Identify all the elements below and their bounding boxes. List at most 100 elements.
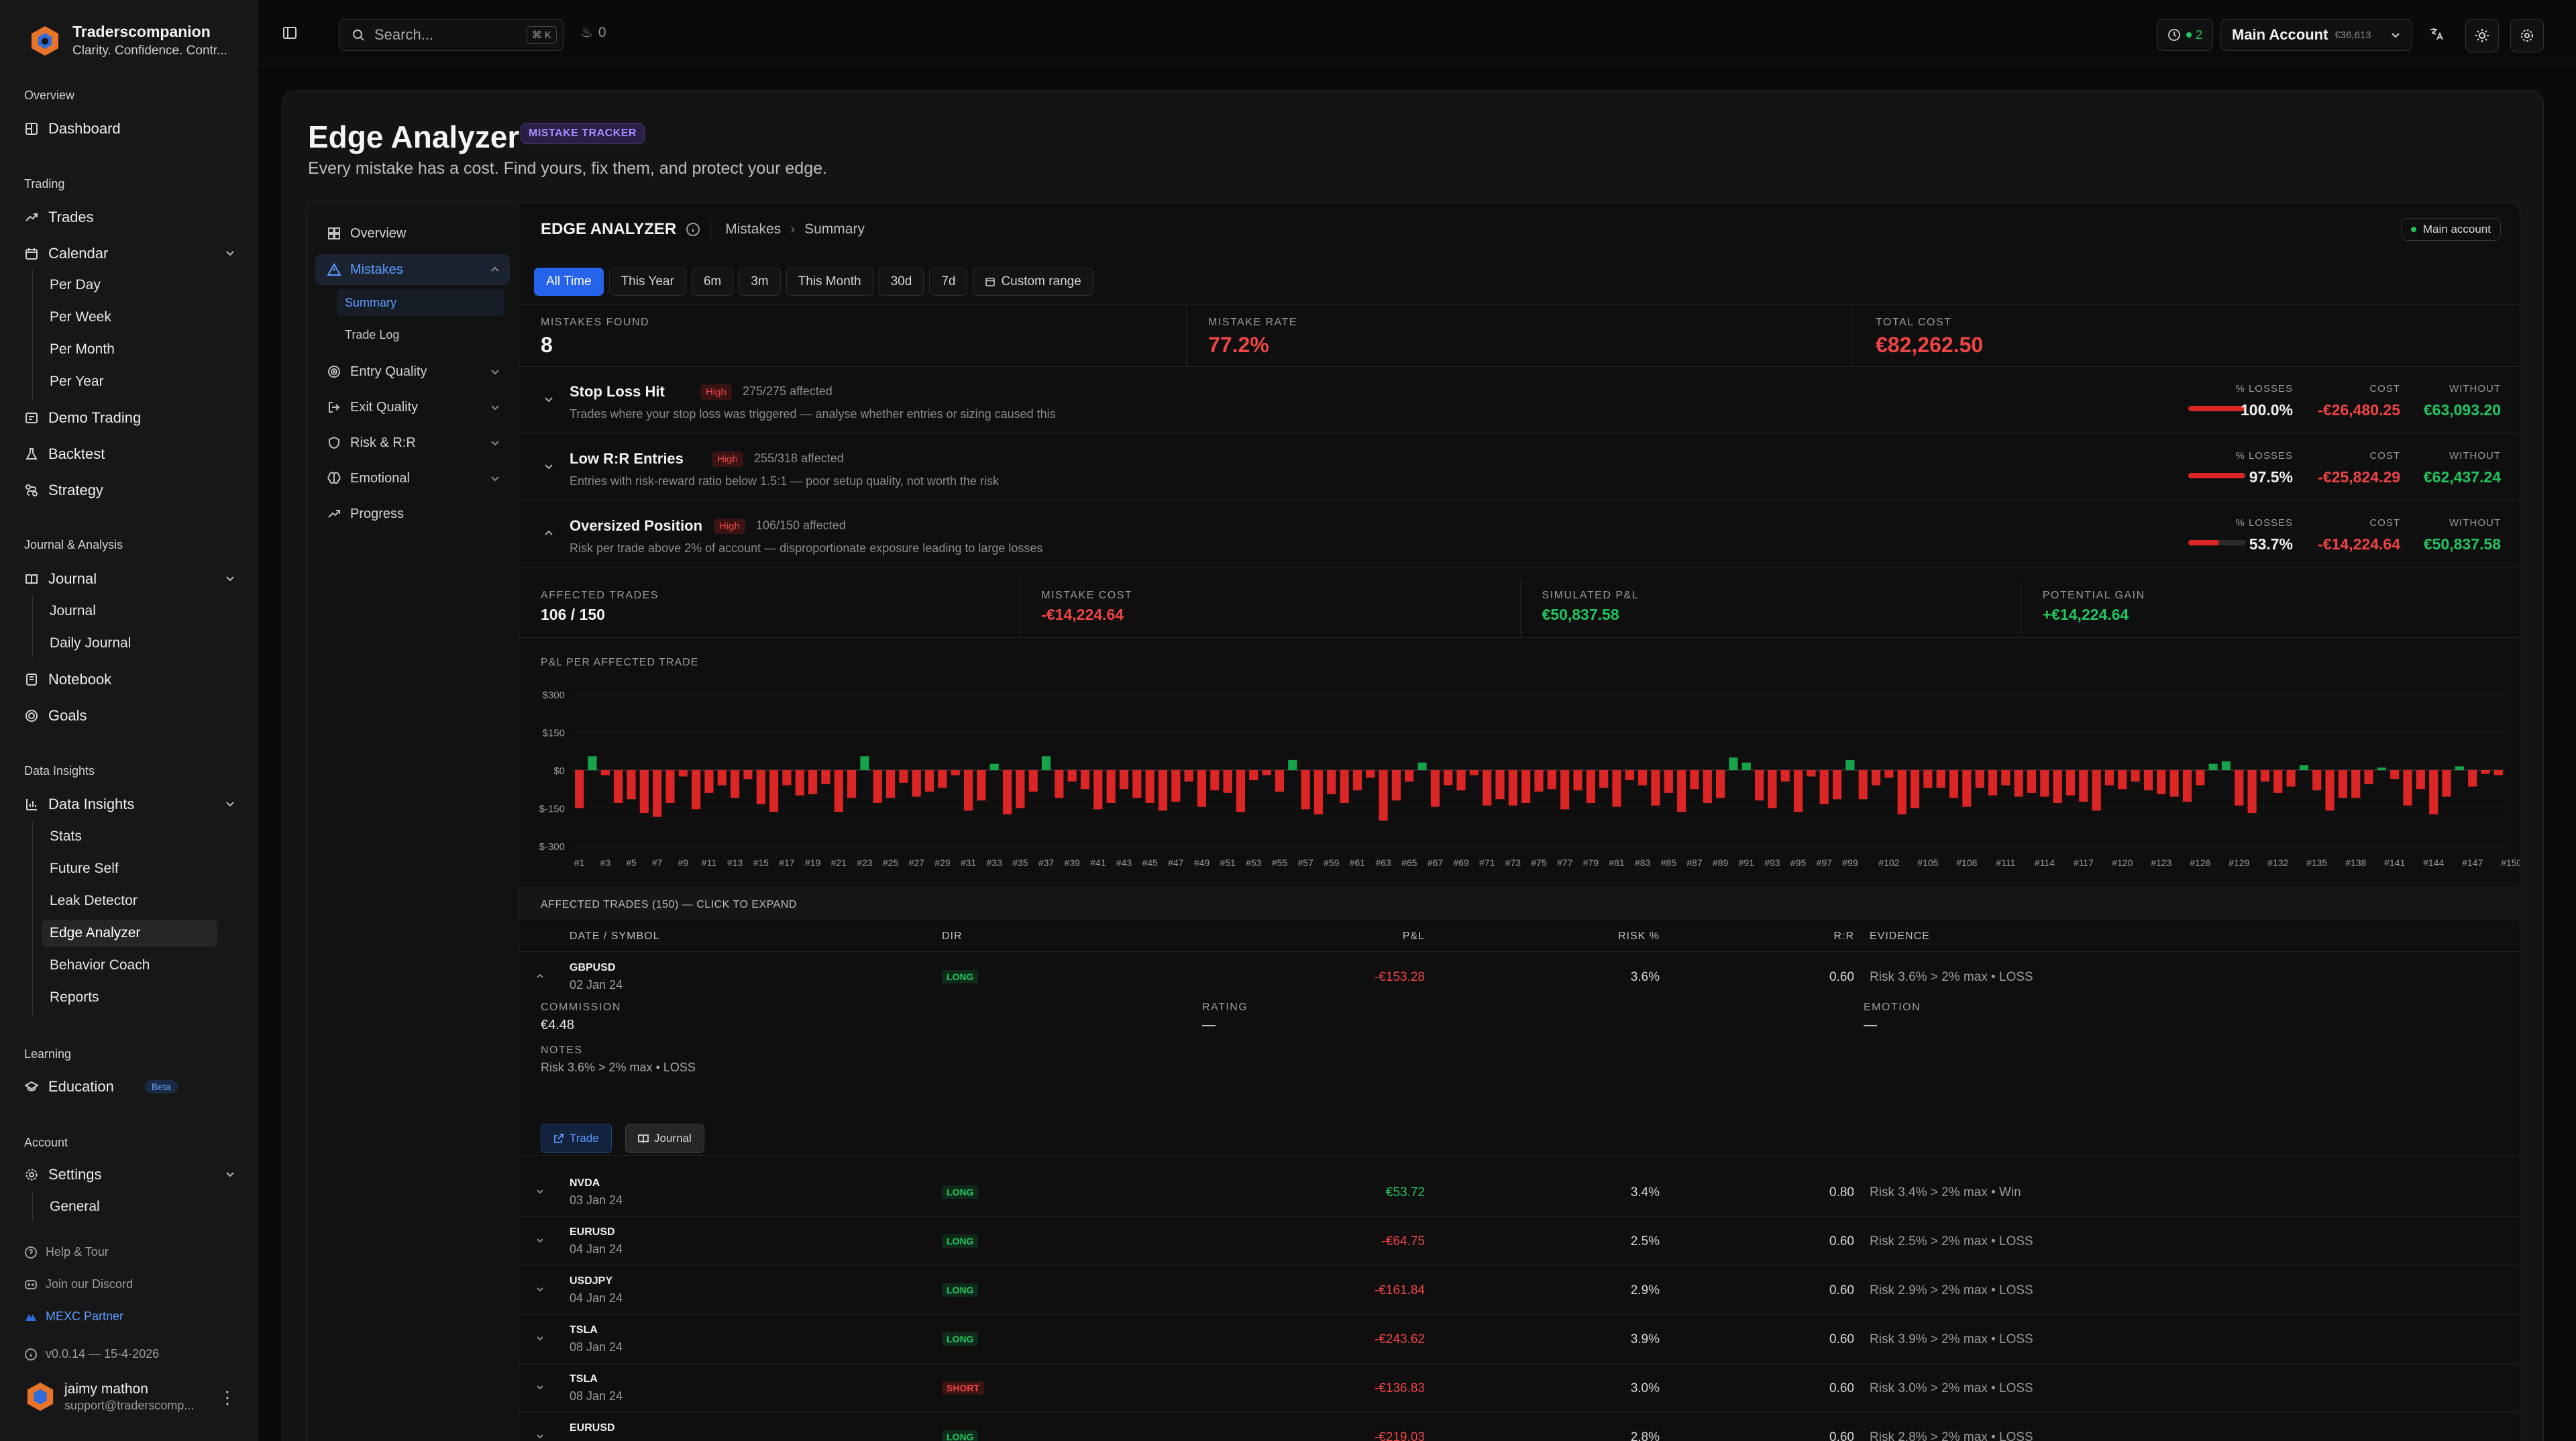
open-trade-button[interactable]: Trade [541, 1124, 612, 1153]
table-row[interactable]: TSLA 08 Jan 24 LONG -€243.62 3.9% 0.60 Risk … [519, 1315, 2520, 1364]
bar-loss [1236, 770, 1246, 812]
sidebar-item-stats[interactable]: Stats [50, 829, 82, 844]
tab-mistakes[interactable]: Mistakes [315, 254, 510, 285]
table-row-expanded[interactable]: GBPUSD 02 Jan 24 LONG -€153.28 3.6% 0.60… [519, 953, 2520, 1002]
flask-icon [24, 447, 39, 462]
sidebar-item-data-insights[interactable]: Data Insights [24, 791, 236, 818]
filter-this-month[interactable]: This Month [786, 268, 873, 296]
tab-overview[interactable]: Overview [315, 218, 510, 249]
bar-loss [2416, 770, 2425, 790]
bar-loss [653, 770, 662, 817]
x-tick-label: #105 [1917, 857, 1938, 868]
x-tick-label: #53 [1246, 857, 1262, 868]
x-tick-label: #69 [1453, 857, 1469, 868]
stat-affected-trades: AFFECTED TRADES 106 / 150 [519, 579, 1020, 637]
notebook-icon [24, 672, 39, 687]
theme-toggle-button[interactable] [2465, 19, 2499, 52]
sidebar-item-dashboard[interactable]: Dashboard [24, 115, 236, 142]
bar-loss [2403, 770, 2412, 806]
info-icon[interactable] [686, 222, 700, 237]
affected-trades-header[interactable]: AFFECTED TRADES (150) — CLICK TO EXPAND [519, 888, 2520, 921]
table-row[interactable]: NVDA 03 Jan 24 LONG €53.72 3.4% 0.80 Risk 3.… [519, 1168, 2520, 1217]
tab-risk-rr[interactable]: Risk & R:R [315, 427, 510, 458]
sidebar-item-leak-detector[interactable]: Leak Detector [50, 893, 138, 908]
notifications-button[interactable]: 2 [2157, 19, 2213, 51]
open-journal-button[interactable]: Journal [625, 1124, 704, 1153]
translate-icon[interactable] [2425, 23, 2448, 46]
filter-3m[interactable]: 3m [739, 268, 781, 296]
sidebar-item-education[interactable]: Education Beta [24, 1073, 236, 1100]
mistake-name: Oversized Position [570, 517, 703, 534]
filter-7d[interactable]: 7d [929, 268, 968, 296]
bar-loss [1755, 770, 1764, 801]
sidebar-item-reports[interactable]: Reports [50, 990, 99, 1005]
sidebar-item-edge-analyzer[interactable]: Edge Analyzer [42, 920, 217, 947]
sidebar-item-goals[interactable]: Goals [24, 702, 236, 729]
sidebar-item-settings[interactable]: Settings [24, 1161, 236, 1188]
table-row[interactable]: EURUSD 04 Jan 24 LONG -€64.75 2.5% 0.60 Risk… [519, 1217, 2520, 1266]
more-vertical-icon[interactable]: ⋮ [219, 1387, 236, 1407]
sidebar-item-journal-sub[interactable]: Journal [50, 603, 96, 619]
mexc-partner-link[interactable]: MEXC Partner [24, 1310, 123, 1324]
filter-all-time[interactable]: All Time [534, 268, 604, 296]
bar-loss [2118, 770, 2127, 790]
user-menu[interactable]: jaimy mathon support@traderscomp... ⋮ [24, 1381, 236, 1413]
search-input[interactable]: Search... ⌘ K [339, 19, 564, 51]
table-row[interactable]: TSLA 08 Jan 24 SHORT -€136.83 3.0% 0.60 Risk… [519, 1364, 2520, 1413]
tab-trade-log[interactable]: Trade Log [345, 327, 400, 341]
filter-30d[interactable]: 30d [878, 268, 924, 296]
y-tick-label: $0 [553, 765, 565, 777]
settings-button[interactable] [2510, 19, 2544, 52]
tab-entry-quality[interactable]: Entry Quality [315, 356, 510, 387]
bar-loss [2053, 770, 2062, 803]
filter-this-year[interactable]: This Year [608, 268, 686, 296]
sidebar-item-trades[interactable]: Trades [24, 204, 236, 231]
tab-exit-quality[interactable]: Exit Quality [315, 392, 510, 423]
account-selector[interactable]: Main Account €36,613 [2220, 19, 2412, 51]
sidebar-item-journal[interactable]: Journal [24, 566, 236, 592]
x-tick-label: #141 [2384, 857, 2405, 868]
breadcrumb-mistakes[interactable]: Mistakes [725, 221, 782, 237]
filter-custom-range[interactable]: Custom range [973, 268, 1093, 296]
sidebar-toggle-icon[interactable] [280, 23, 300, 43]
streak[interactable]: ♨ 0 [580, 24, 606, 41]
sidebar-item-calendar[interactable]: Calendar [24, 240, 236, 267]
tab-emotional[interactable]: Emotional [315, 463, 510, 494]
sidebar-item-backtest[interactable]: Backtest [24, 441, 236, 468]
without-column: WITHOUT €62,437.24 [2423, 450, 2501, 486]
help-link[interactable]: Help & Tour [24, 1245, 109, 1259]
sidebar-item-per-year[interactable]: Per Year [50, 374, 104, 389]
table-row[interactable]: EURUSD LONG -€219.03 2.8% 0.60 Risk 2.8% > … [519, 1413, 2520, 1441]
sidebar-item-strategy[interactable]: Strategy [24, 477, 236, 504]
sidebar-item-daily-journal[interactable]: Daily Journal [50, 635, 131, 651]
filter-6m[interactable]: 6m [691, 268, 734, 296]
mistake-row[interactable]: Stop Loss Hit High 275/275 affected Trad… [519, 367, 2520, 434]
x-tick-label: #81 [1609, 857, 1625, 868]
mistake-row-expanded[interactable]: Oversized Position High 106/150 affected… [519, 501, 2520, 568]
x-tick-label: #117 [2074, 857, 2094, 868]
sidebar-item-per-day[interactable]: Per Day [50, 277, 101, 292]
sidebar-item-notebook[interactable]: Notebook [24, 666, 236, 693]
discord-link[interactable]: Join our Discord [24, 1277, 133, 1291]
bar-loss [1301, 770, 1310, 810]
sidebar-item-per-month[interactable]: Per Month [50, 341, 115, 357]
x-tick-label: #144 [2423, 857, 2444, 868]
sidebar-item-behavior-coach[interactable]: Behavior Coach [50, 957, 150, 973]
sidebar-item-per-week[interactable]: Per Week [50, 309, 111, 325]
x-tick-label: #27 [909, 857, 925, 868]
sidebar-item-demo-trading[interactable]: Demo Trading [24, 405, 236, 431]
tab-summary[interactable]: Summary [337, 289, 504, 316]
bar-loss [1988, 770, 1998, 796]
table-row[interactable]: USDJPY 04 Jan 24 LONG -€161.84 2.9% 0.60 Ris… [519, 1266, 2520, 1315]
brand[interactable]: Traderscompanion Clarity. Confidence. Co… [28, 23, 227, 58]
sidebar-item-future-self[interactable]: Future Self [50, 861, 119, 876]
x-tick-label: #31 [961, 857, 977, 868]
pnl-bar-chart: $300 $150 $0 $-150 $-300 #1 #3 #5 #7 #9 #11 #13 #15 #… [539, 690, 2520, 868]
chevron-down-icon [491, 476, 499, 482]
x-tick-label: #123 [2151, 857, 2171, 868]
sidebar-item-general[interactable]: General [50, 1199, 100, 1214]
x-tick-label: #91 [1739, 857, 1755, 868]
col-rr: R:R [1833, 930, 1854, 942]
tab-progress[interactable]: Progress [315, 498, 510, 529]
mistake-row[interactable]: Low R:R Entries High 255/318 affected En… [519, 434, 2520, 501]
